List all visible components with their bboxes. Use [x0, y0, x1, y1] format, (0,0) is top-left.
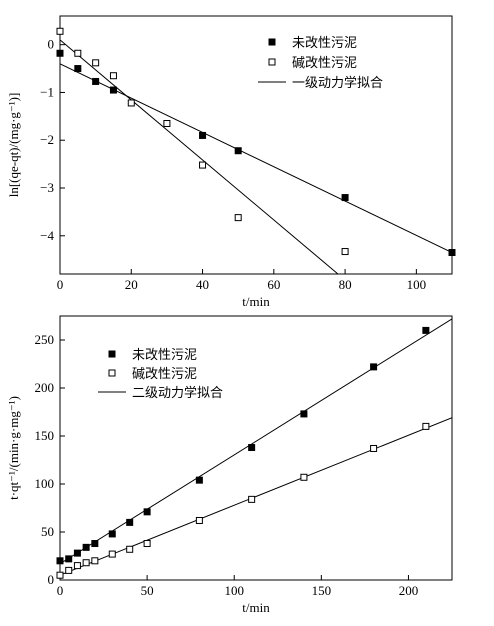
open-square-point — [163, 120, 171, 127]
x-tick-label: 20 — [125, 277, 138, 292]
filled-square-point — [82, 543, 90, 551]
y-tick-label: 0 — [48, 37, 55, 52]
filled-square-point — [195, 476, 203, 484]
x-tick-label: 0 — [57, 583, 64, 598]
legend-label: 二级动力学拟合 — [132, 385, 223, 401]
open-square-point — [195, 516, 203, 524]
x-tick-label: 200 — [399, 583, 419, 598]
filled-square-point — [126, 518, 134, 526]
legend-label: 碱改性污泥 — [292, 56, 357, 71]
legend-label: 未改性污泥 — [292, 36, 357, 51]
x-tick-label: 100 — [407, 277, 427, 292]
x-tick-label: 100 — [224, 583, 244, 598]
x-tick-label: 0 — [57, 277, 64, 292]
y-axis-label: ln[(qe-qt)/(mg·g⁻¹)] — [6, 93, 21, 198]
x-tick-label: 150 — [312, 583, 332, 598]
filled-square-point — [73, 549, 81, 557]
filled-square-point — [248, 444, 256, 452]
filled-square-point — [108, 530, 116, 538]
fit-line-1 — [60, 63, 452, 253]
fit-line-2 — [60, 417, 452, 576]
legend-filled-square-icon — [108, 350, 116, 358]
filled-square-point — [56, 49, 64, 57]
open-square-point — [127, 99, 135, 107]
open-square-point — [234, 214, 242, 222]
fit-line-1 — [60, 318, 452, 565]
y-axis-label: t·qt⁻¹/(min·g·mg⁻¹) — [6, 396, 21, 500]
y-tick-label: 150 — [35, 428, 55, 443]
fit-line-2 — [60, 39, 339, 274]
filled-square-point — [422, 326, 430, 334]
x-tick-label: 80 — [339, 277, 352, 292]
filled-square-point — [199, 131, 207, 139]
open-square-point — [92, 59, 100, 67]
filled-square-point — [74, 65, 82, 73]
legend-open-square-icon — [108, 369, 116, 377]
open-square-point — [248, 495, 256, 503]
plot-frame — [59, 15, 453, 275]
filled-square-point — [341, 194, 349, 202]
legend-label: 未改性污泥 — [132, 348, 197, 363]
y-tick-label: −1 — [40, 84, 54, 99]
y-tick-label: 50 — [41, 524, 54, 539]
y-tick-label: 0 — [48, 572, 55, 587]
open-square-point — [341, 248, 349, 256]
open-square-point — [109, 72, 117, 80]
filled-square-point — [65, 555, 73, 563]
open-square-point — [300, 473, 308, 481]
x-tick-label: 50 — [141, 583, 154, 598]
x-tick-label: 40 — [196, 277, 209, 292]
legend-label: 碱改性污泥 — [132, 367, 197, 382]
y-tick-label: 100 — [35, 476, 55, 491]
open-square-point — [56, 27, 64, 35]
legend-filled-square-icon — [268, 38, 276, 46]
plot-frame — [59, 315, 453, 581]
open-square-point — [73, 562, 81, 570]
open-square-point — [370, 444, 378, 452]
legend-label: 一级动力学拟合 — [292, 75, 383, 91]
open-square-point — [126, 545, 134, 553]
legend-open-square-icon — [268, 58, 276, 66]
x-tick-label: 60 — [267, 277, 280, 292]
open-square-point — [65, 566, 73, 574]
y-tick-label: 250 — [35, 332, 55, 347]
x-axis-label: t/min — [242, 294, 270, 309]
open-square-point — [143, 540, 151, 548]
open-square-point — [82, 559, 90, 567]
filled-square-point — [370, 363, 378, 371]
filled-square-point — [91, 540, 99, 548]
second-order-kinetics-chart: 0 50 100 150 200 0 50 100 150 200 250 t/min t·qt⁻¹/(… — [6, 315, 453, 615]
open-square-point — [91, 557, 99, 565]
filled-square-point — [234, 147, 242, 155]
first-order-kinetics-chart: 0 20 40 60 80 100 0 −1 −2 −3 −4 t/min ln[(qe-qt)/(mg… — [6, 15, 456, 309]
open-square-point — [56, 571, 64, 579]
open-square-point — [74, 49, 82, 57]
y-tick-label: −2 — [40, 132, 54, 147]
filled-square-point — [143, 508, 151, 516]
open-square-point — [422, 422, 430, 430]
filled-square-point — [300, 410, 308, 418]
y-tick-label: −3 — [40, 180, 54, 195]
filled-square-point — [56, 557, 64, 565]
open-square-point — [108, 550, 116, 558]
filled-square-point — [92, 77, 100, 85]
open-square-point — [199, 161, 207, 169]
y-tick-label: 200 — [35, 380, 55, 395]
filled-square-point — [448, 249, 456, 256]
y-tick-label: −4 — [40, 228, 54, 243]
filled-square-point — [109, 86, 117, 94]
x-axis-label: t/min — [242, 600, 270, 615]
